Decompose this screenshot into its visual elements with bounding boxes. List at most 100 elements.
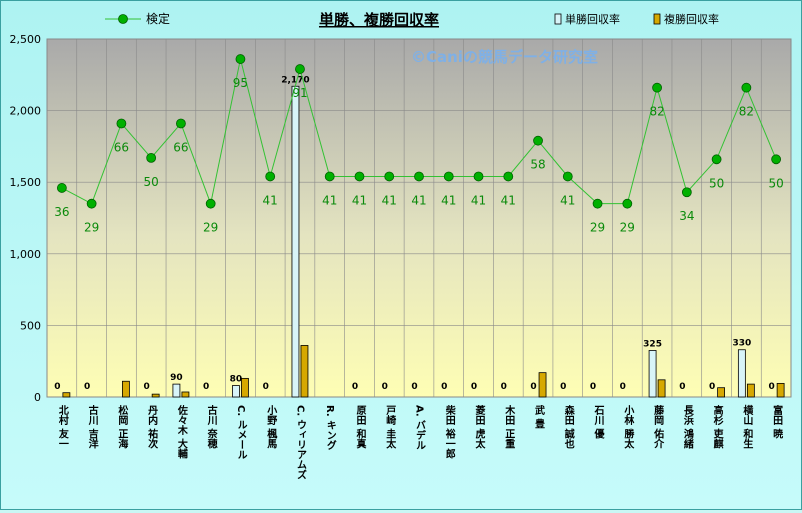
tan-value-label: 0 — [620, 382, 626, 392]
kentei-label: 50 — [768, 176, 783, 190]
fuku-bar — [300, 345, 309, 398]
x-category-label: 武 豊 — [533, 404, 545, 429]
x-category-label: 木田 正重 — [503, 404, 516, 449]
kentei-point — [86, 198, 97, 209]
kentei-point — [741, 82, 752, 93]
kentei-label: 29 — [203, 221, 218, 235]
tan-value-label: 0 — [84, 382, 90, 392]
chart-title: 単勝、複勝回収率 — [319, 11, 439, 29]
tan-value-label: 80 — [230, 375, 243, 385]
tan-bar — [648, 350, 657, 398]
kentei-label: 82 — [739, 105, 754, 119]
kentei-point — [592, 198, 603, 209]
x-category-label: 戸崎 圭太 — [384, 405, 397, 449]
kentei-point — [205, 198, 216, 209]
tan-value-label: 0 — [590, 382, 596, 392]
tan-value-label: 330 — [732, 339, 751, 349]
kentei-label: 41 — [411, 193, 426, 207]
kentei-point — [473, 171, 484, 182]
x-category-label: 北村 友一 — [56, 404, 68, 449]
kentei-point — [503, 171, 514, 182]
kentei-point — [771, 154, 782, 165]
tan-value-label: 0 — [411, 382, 417, 392]
y-tick-label: 0 — [34, 391, 41, 404]
kentei-label: 58 — [530, 158, 545, 172]
tan-value-label: 0 — [54, 382, 60, 392]
x-category-label: C. ルメール — [235, 405, 247, 460]
x-category-label: 柴田 裕一郎 — [443, 404, 456, 459]
kentei-label: 50 — [709, 176, 724, 190]
kentei-point — [265, 171, 276, 182]
y-tick-label: 1,500 — [10, 176, 42, 189]
kentei-point — [235, 54, 246, 64]
kentei-point — [622, 198, 633, 209]
grid-layer — [46, 38, 792, 398]
kentei-point — [146, 152, 157, 163]
kentei-label: 41 — [441, 193, 456, 207]
tan-value-label: 325 — [643, 339, 662, 349]
x-category-label: 菱田 虎太 — [473, 404, 486, 449]
fuku-bar — [241, 377, 249, 398]
tan-value-label: 0 — [144, 382, 150, 392]
x-category-label: 横山 和生 — [741, 404, 754, 449]
tan-value-label: 0 — [441, 382, 447, 392]
tan-value-label: 90 — [170, 373, 183, 383]
legend-fuku-swatch — [653, 13, 661, 25]
kentei-point — [681, 187, 692, 198]
x-category-label: C. ウィリアムズ — [294, 405, 306, 480]
kentei-point — [354, 171, 365, 182]
tan-value-label: 0 — [263, 382, 269, 392]
y-tick-label: 1,000 — [10, 248, 42, 261]
kentei-point — [711, 154, 722, 165]
tan-value-label: 0 — [768, 382, 774, 392]
fuku-bar — [181, 391, 190, 398]
tan-value-label: 0 — [471, 382, 477, 392]
tan-value-label: 0 — [203, 382, 209, 392]
x-category-label: 森田 誠也 — [562, 404, 575, 449]
axis-layer: 05001,0001,5002,0002,500北村 友一 古川 吉洋 松岡 正海丹… — [10, 33, 783, 480]
kentei-point — [652, 82, 662, 93]
x-category-label: 富田 暁 — [771, 404, 783, 439]
x-category-label: 松岡 正海 — [116, 404, 128, 449]
legend-kentei-label: 検定 — [146, 11, 170, 26]
x-category-label: 丹内 祐次 — [146, 405, 158, 449]
legend-fuku-label: 複勝回収率 — [664, 12, 719, 26]
kentei-label: 36 — [54, 205, 69, 219]
tan-value-label: 0 — [709, 382, 715, 392]
x-category-label: A. バデル — [414, 405, 426, 450]
legend: 検定 単勝回収率 複勝回収率 — [105, 11, 719, 26]
kentei-label: 34 — [679, 209, 694, 223]
kentei-point — [414, 171, 424, 182]
fuku-bar — [62, 392, 71, 398]
tan-value-label: 0 — [679, 382, 685, 392]
tan-value-label: 0 — [352, 382, 358, 392]
kentei-label: 29 — [84, 221, 99, 235]
x-category-label: R. キング — [324, 405, 336, 451]
x-category-label: 小林 勝太 — [622, 404, 635, 449]
x-category-label: 佐々木 大輔 — [175, 404, 188, 459]
kentei-label: 66 — [173, 140, 188, 154]
kentei-label: 91 — [292, 86, 307, 100]
x-category-label: 古川 奈穂 — [205, 404, 218, 449]
bars-layer: 0 0 0 90 0 80 0 2,170 0 0 0 0 0 0 0 0 0 0 325 0 0 330 0 — [54, 75, 785, 398]
kentei-point — [533, 135, 543, 146]
kentei-point — [176, 118, 186, 129]
tan-value-label: 2,170 — [281, 75, 309, 85]
watermark: ©Caniの競馬データ研究室 — [411, 48, 598, 66]
y-tick-label: 2,500 — [10, 33, 42, 46]
kentei-label: 50 — [144, 175, 159, 189]
fuku-bar — [776, 382, 785, 398]
kentei-label: 41 — [382, 193, 397, 207]
kentei-label: 29 — [590, 221, 605, 235]
x-category-label: 小野 楓馬 — [265, 404, 278, 449]
x-category-label: 古川 吉洋 — [86, 404, 99, 449]
kentei-point — [384, 171, 395, 182]
fuku-bar — [657, 379, 666, 398]
legend-tan-swatch — [554, 13, 562, 25]
tan-value-label: 0 — [530, 382, 536, 392]
kentei-point — [295, 64, 305, 74]
y-tick-label: 500 — [20, 319, 41, 332]
kentei-label: 41 — [471, 193, 486, 207]
tan-bar — [232, 385, 240, 398]
